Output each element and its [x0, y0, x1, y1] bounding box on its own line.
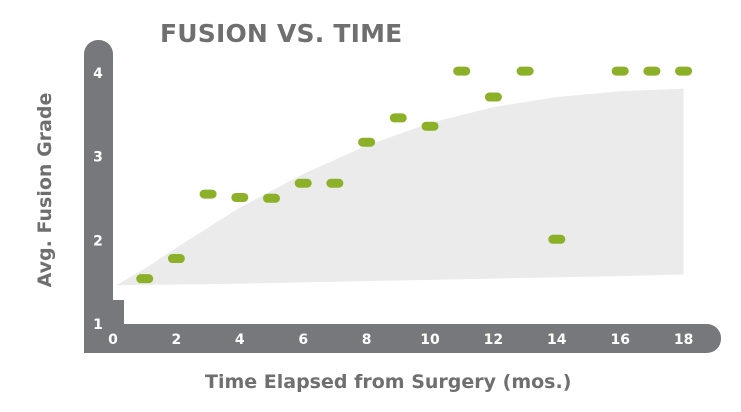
x-tick-label: 2 — [172, 332, 182, 348]
data-point — [484, 92, 502, 102]
data-point — [326, 178, 344, 188]
trend-band — [116, 88, 684, 286]
data-point — [611, 66, 629, 76]
data-point — [675, 66, 693, 76]
y-tick-label: 3 — [93, 150, 103, 166]
y-axis-bar — [84, 40, 113, 353]
data-point — [389, 113, 407, 123]
data-point — [643, 66, 661, 76]
y-axis-title: Avg. Fusion Grade — [34, 92, 56, 288]
x-tick-label: 4 — [235, 332, 245, 348]
x-tick-label: 18 — [674, 332, 693, 348]
y-tick-label: 1 — [93, 317, 103, 333]
x-tick-label: 16 — [610, 332, 629, 348]
data-point — [358, 137, 376, 147]
x-tick-label: 12 — [484, 332, 503, 348]
data-point — [516, 66, 534, 76]
chart-title: FUSION VS. TIME — [160, 19, 403, 48]
x-tick-label: 8 — [362, 332, 372, 348]
x-tick-label: 6 — [298, 332, 308, 348]
data-point — [136, 274, 154, 284]
data-point — [167, 254, 185, 264]
x-tick-label: 10 — [420, 332, 440, 348]
data-point — [453, 66, 471, 76]
axis-corner — [84, 300, 124, 353]
data-point — [294, 178, 312, 188]
x-axis-title: Time Elapsed from Surgery (mos.) — [205, 371, 572, 393]
data-point — [548, 234, 566, 244]
data-point — [263, 193, 280, 203]
x-axis-bar — [84, 324, 721, 353]
data-point — [199, 189, 217, 199]
y-tick-label: 4 — [93, 66, 103, 82]
data-point — [231, 192, 249, 202]
y-tick-label: 2 — [93, 233, 103, 249]
x-tick-label: 14 — [547, 332, 567, 348]
x-tick-label: 0 — [108, 332, 118, 348]
data-point — [421, 121, 439, 131]
